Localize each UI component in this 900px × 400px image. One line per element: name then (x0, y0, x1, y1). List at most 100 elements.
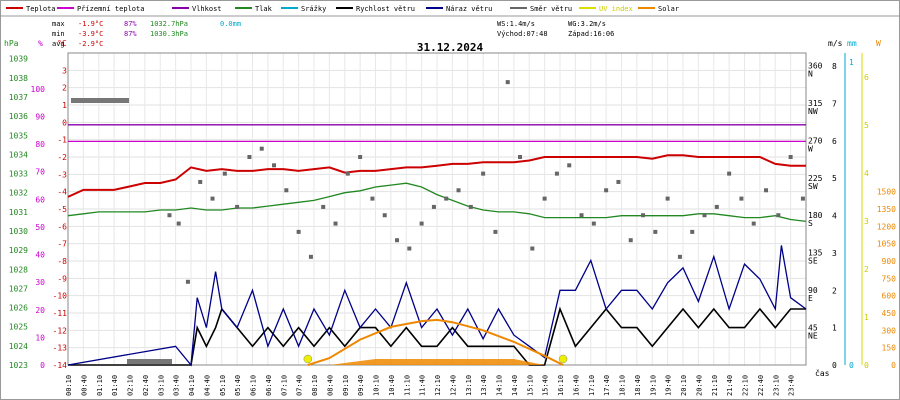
series-layer (67, 80, 807, 367)
uv-tick-label: 5 (864, 121, 869, 130)
pressure-tick-label: 1028 (9, 265, 28, 274)
wind-tick-label: 2 (832, 286, 837, 295)
wind-direction-point (702, 213, 707, 218)
humidity-axis-unit: % (38, 39, 43, 48)
legend-label: Náraz větru (446, 5, 492, 13)
x-tick-label: 06:40 (265, 375, 273, 396)
wind-tick-label: 4 (832, 212, 837, 221)
legend-label: UV index (599, 5, 633, 13)
temperature-tick-label: -11 (53, 309, 68, 318)
pressure-tick-label: 1032 (9, 189, 28, 198)
x-tick-label: 08:40 (326, 375, 334, 396)
wind-direction-point (739, 196, 744, 201)
stat-avg-temp: -2.9°C (78, 40, 103, 48)
stat-wg: WG:3.2m/s (568, 20, 606, 28)
night-bar-top (71, 98, 129, 103)
solar-tick-label: 1200 (877, 222, 896, 231)
temperature-tick-label: -5 (57, 205, 67, 214)
wind-direction-point (604, 188, 609, 193)
x-tick-label: 14:40 (511, 375, 519, 396)
pressure-tick-label: 1036 (9, 112, 28, 121)
humidity-tick-label: 50 (35, 223, 45, 232)
x-tick-label: 08:10 (311, 375, 319, 396)
x-tick-label: 22:10 (742, 375, 750, 396)
wind-tick-label: 8 (832, 62, 837, 71)
series-line (307, 318, 564, 366)
pressure-axis-unit: hPa (4, 39, 19, 48)
wind-direction-point (321, 204, 326, 209)
wind-tick-label: 1 (832, 324, 837, 333)
temperature-tick-label: -7 (57, 240, 67, 249)
direction-tick-value: 315 (808, 99, 823, 108)
wind-direction-point (690, 229, 695, 234)
stat-sunrise: Východ:07:48 (497, 30, 548, 38)
solar-tick-label: 300 (882, 326, 897, 335)
uv-tick-label: 0 (864, 361, 869, 370)
wind-direction-point (665, 196, 670, 201)
wind-direction-point (272, 163, 277, 168)
temperature-tick-label: 3 (62, 66, 67, 75)
humidity-tick-label: 100 (31, 85, 46, 94)
wind-direction-point (714, 204, 719, 209)
wind-direction-point (395, 238, 400, 243)
wind-direction-point (727, 171, 732, 176)
wind-direction-point (235, 204, 240, 209)
direction-tick-value: 45 (808, 324, 818, 333)
wind-direction-point (751, 221, 756, 226)
solar-tick-label: 1050 (877, 240, 896, 249)
rain-axis-unit: mm (847, 39, 857, 48)
temperature-tick-label: -12 (53, 326, 68, 335)
solar-tick-label: 1500 (877, 188, 896, 197)
pressure-tick-label: 1027 (9, 284, 28, 293)
wind-direction-point (554, 171, 559, 176)
x-tick-label: 00:10 (65, 375, 73, 396)
direction-tick-value: 270 (808, 136, 823, 145)
uv-tick-label: 6 (864, 73, 869, 82)
direction-tick-label: W (808, 144, 813, 153)
x-axis-label: čas (815, 368, 830, 378)
humidity-tick-label: 80 (35, 140, 45, 149)
series-line (68, 306, 806, 366)
temperature-tick-label: 0 (62, 118, 67, 127)
legend-label: Solar (658, 5, 679, 13)
direction-tick-value: 225 (808, 174, 823, 183)
legend-label: Přízemní teplota (77, 5, 144, 13)
wind-direction-point (419, 221, 424, 226)
x-tick-label: 01:40 (111, 375, 119, 396)
rain-tick-label: 0 (849, 361, 854, 370)
pressure-tick-label: 1037 (9, 93, 28, 102)
solar-tick-label: 0 (891, 361, 896, 370)
wind-tick-label: 6 (832, 137, 837, 146)
pressure-tick-label: 1033 (9, 170, 28, 179)
humidity-tick-label: 20 (35, 306, 45, 315)
x-tick-label: 20:10 (680, 375, 688, 396)
direction-tick-label: E (808, 294, 813, 303)
x-tick-label: 16:10 (557, 375, 565, 396)
wind-direction-point (247, 155, 252, 159)
direction-tick-label: NW (808, 107, 818, 116)
series-line (67, 245, 807, 367)
pressure-tick-label: 1024 (9, 342, 28, 351)
wind-direction-point (210, 196, 215, 201)
wind-direction-point (456, 188, 461, 193)
wind-direction-point (259, 146, 264, 151)
x-tick-label: 00:40 (80, 375, 88, 396)
pressure-tick-label: 1038 (9, 74, 28, 83)
x-tick-label: 14:10 (496, 375, 504, 396)
legend-label: Směr větru (530, 5, 572, 13)
grid (67, 52, 807, 366)
direction-tick-label: S (808, 219, 813, 228)
wind-direction-point (167, 213, 172, 218)
stat-max-press: 1032.7hPa (150, 20, 188, 28)
wind-direction-point (628, 238, 633, 243)
direction-tick-label: N (808, 69, 813, 78)
x-tick-label: 07:10 (280, 375, 288, 396)
legend-label: Teplota (26, 5, 56, 13)
humidity-tick-label: 60 (35, 195, 45, 204)
wind-direction-point (296, 229, 301, 234)
x-tick-label: 13:10 (465, 375, 473, 396)
wind-direction-point (505, 80, 510, 85)
x-tick-label: 17:10 (588, 375, 596, 396)
x-tick-label: 12:40 (449, 375, 457, 396)
wind-direction-point (542, 196, 547, 201)
